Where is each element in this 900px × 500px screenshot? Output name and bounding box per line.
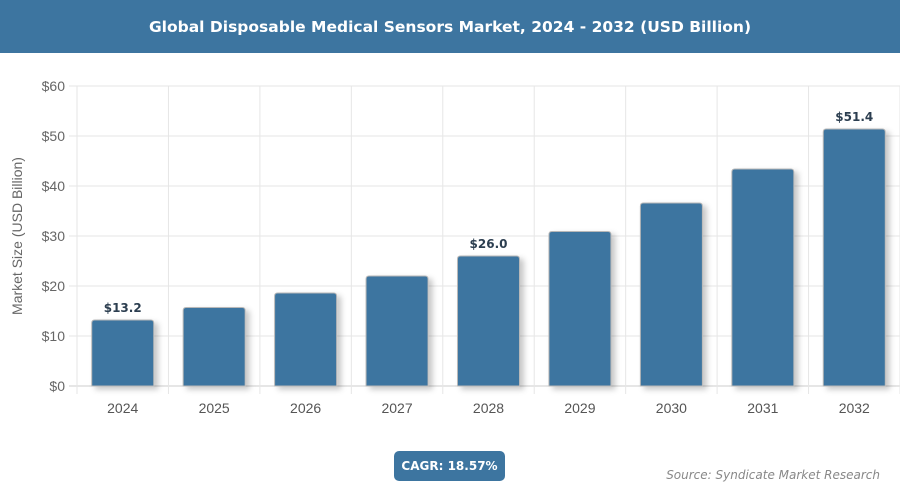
bar: [274, 292, 338, 387]
x-tick-label: 2030: [656, 400, 687, 416]
x-tick-label: 2029: [564, 400, 595, 416]
y-tick-label: $50: [42, 128, 66, 144]
bar: [457, 255, 520, 387]
data-label: $51.4: [835, 110, 873, 124]
y-tick-label: $60: [42, 78, 66, 94]
chart-title: Global Disposable Medical Sensors Market…: [0, 0, 900, 53]
x-tick-label: 2027: [381, 400, 412, 416]
bar: [182, 307, 246, 387]
x-tick-label: 2031: [747, 400, 778, 416]
bar: [731, 168, 795, 387]
data-label: $13.2: [104, 301, 142, 315]
y-tick-label: $40: [42, 178, 66, 194]
bar: [91, 319, 155, 387]
x-tick-label: 2025: [199, 400, 230, 416]
data-label: $26.0: [470, 237, 508, 251]
bar: [365, 275, 429, 387]
x-tick-label: 2026: [290, 400, 321, 416]
x-tick-label: 2024: [107, 400, 138, 416]
y-axis-label: Market Size (USD Billion): [9, 157, 25, 315]
bar: [639, 202, 703, 387]
x-tick-label: 2032: [839, 400, 870, 416]
cagr-badge: CAGR: 18.57%: [394, 451, 505, 481]
x-tick-label: 2028: [473, 400, 504, 416]
y-tick-label: $10: [42, 328, 66, 344]
source-note: Source: Syndicate Market Research: [666, 468, 880, 482]
y-tick-label: $20: [42, 278, 66, 294]
y-tick-label: $0: [49, 378, 65, 394]
bar: [822, 128, 886, 387]
y-tick-label: $30: [42, 228, 66, 244]
bar: [548, 231, 612, 387]
